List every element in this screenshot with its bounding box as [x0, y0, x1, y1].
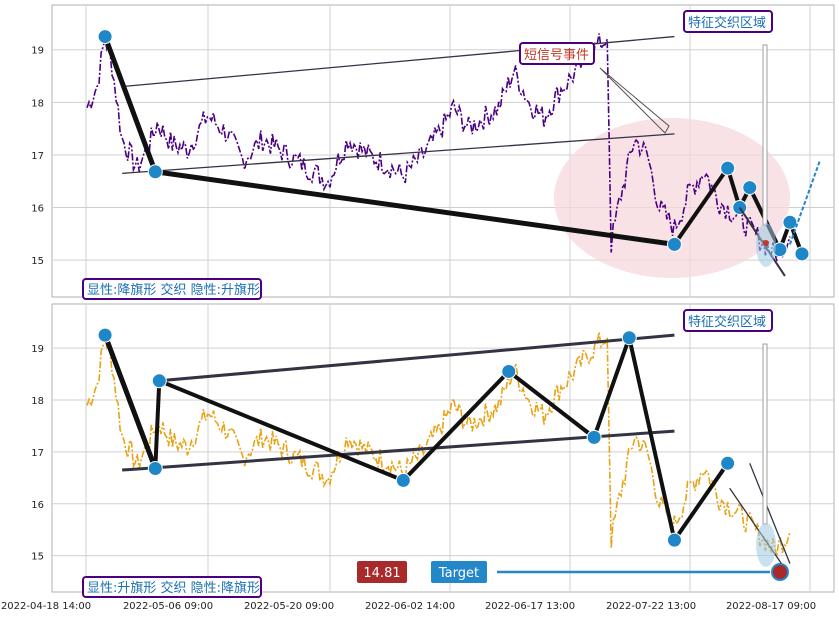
zigzag-segment [102, 34, 158, 175]
pivot-marker [147, 164, 163, 180]
x-tick-labels: 2022-04-18 14:00 2022-05-06 09:00 2022-05-… [1, 601, 816, 612]
target-glow [756, 523, 776, 567]
zigzag-segment [157, 378, 406, 483]
top-y-tick-labels: 15 16 17 18 19 [31, 46, 44, 267]
pivot-marker [151, 373, 167, 389]
zigzag-segment [152, 169, 677, 247]
bottom-zone-label-text: 特征交织区域 [688, 314, 766, 330]
y-tick-label: 16 [31, 204, 44, 215]
pivot-marker [147, 460, 163, 476]
event-arrow [599, 67, 670, 134]
zigzag-segment [627, 335, 677, 543]
bottom-pattern-label-text: 显性:升旗形 交织 隐性:降旗形 [87, 580, 260, 596]
zigzag-segment [153, 378, 162, 471]
price-badge: 14.81 [357, 561, 407, 583]
pivot-marker [720, 455, 736, 471]
pivot-marker [97, 327, 113, 343]
channel-upper-line [159, 333, 675, 383]
pivot-marker [621, 330, 637, 346]
event-label: 短信号事件 [519, 42, 595, 65]
pivot-marker [666, 532, 682, 548]
x-tick-label: 2022-04-18 14:00 [1, 601, 91, 612]
x-tick-label: 2022-05-06 09:00 [123, 601, 213, 612]
pivot-marker [501, 363, 517, 379]
price-series-line [86, 331, 791, 557]
bottom-grid [52, 304, 834, 592]
y-tick-label: 15 [31, 256, 44, 267]
zigzag-segment [401, 369, 511, 483]
event-label-text: 短信号事件 [524, 48, 589, 63]
top-zone-label-text: 特征交织区域 [688, 15, 766, 31]
x-tick-label: 2022-05-20 09:00 [244, 601, 334, 612]
y-tick-label: 19 [31, 344, 44, 355]
pivot-marker [97, 29, 113, 45]
price-series-line [86, 33, 791, 262]
top-pattern-label: 显性:降旗形 交织 隐性:升旗形 [82, 278, 262, 300]
zone-arrow-shaft [762, 44, 768, 226]
top-grid [52, 5, 834, 297]
target-badge: Target [431, 561, 487, 583]
x-tick-label: 2022-06-02 14:00 [365, 601, 455, 612]
pivot-marker [395, 472, 411, 488]
pivot-marker [720, 160, 736, 176]
top-series-layer [86, 29, 821, 277]
zone-arrow-shaft [762, 343, 768, 525]
zigzag-segment [672, 461, 730, 543]
x-tick-label: 2022-08-17 09:00 [726, 601, 816, 612]
pivot-marker [794, 246, 810, 262]
bottom-y-tick-labels: 15 16 17 18 19 [31, 344, 44, 563]
bottom-zone-label: 特征交织区域 [683, 309, 773, 332]
y-tick-label: 16 [31, 500, 44, 511]
zigzag-segment [506, 369, 597, 440]
bottom-series-layer [86, 327, 791, 581]
price-badge-text: 14.81 [363, 566, 400, 581]
zigzag-segment [592, 335, 632, 440]
projection-line [729, 487, 786, 570]
y-tick-label: 17 [31, 151, 44, 162]
channel-lower-line [122, 429, 675, 472]
y-tick-label: 18 [31, 396, 44, 407]
bottom-pattern-label: 显性:升旗形 交织 隐性:降旗形 [82, 576, 262, 598]
x-tick-label: 2022-06-17 13:00 [485, 601, 575, 612]
target-marker [771, 563, 789, 581]
breakout-line [788, 159, 821, 245]
pivot-marker [782, 214, 798, 230]
pivot-marker [666, 236, 682, 252]
top-zone-label: 特征交织区域 [683, 10, 773, 33]
target-badge-text: Target [438, 566, 479, 581]
y-tick-label: 15 [31, 552, 44, 563]
top-pattern-label-text: 显性:降旗形 交织 隐性:升旗形 [87, 282, 260, 298]
pivot-marker [586, 429, 602, 445]
channel-line-short [749, 463, 791, 564]
channel-lower-line [122, 133, 675, 175]
y-tick-label: 19 [31, 46, 44, 57]
zigzag-segment [672, 166, 730, 247]
y-tick-label: 17 [31, 448, 44, 459]
pivot-marker [742, 180, 758, 196]
target-dot [763, 240, 769, 246]
y-tick-label: 18 [31, 98, 44, 109]
zigzag-segment [102, 332, 158, 471]
x-tick-label: 2022-07-22 13:00 [606, 601, 696, 612]
